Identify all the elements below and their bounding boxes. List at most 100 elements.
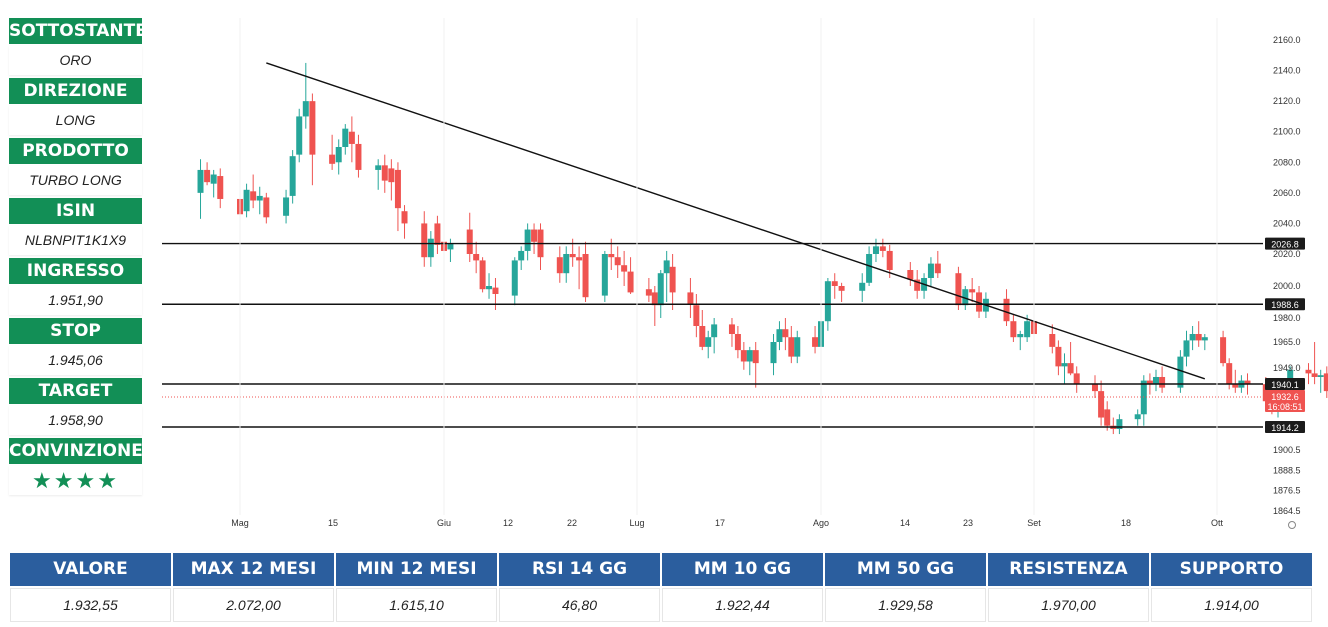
candle-body-110: [1183, 340, 1190, 357]
candle-26: [434, 215, 441, 254]
candle-12: [302, 62, 309, 129]
x-axis: Mag 15 Giu 12 22 Lug 17 Ago 14 23 Set 18 Ott: [231, 18, 1296, 529]
y-tick-label-18: 1864.5: [1273, 506, 1301, 516]
candle-body-80: [914, 279, 921, 291]
side-label-5: STOP: [9, 318, 142, 344]
candle-body-115: [1226, 363, 1233, 385]
stats-value-row: 1.932,55 2.072,00 1.615,10 46,80 1.922,44 1.9…: [10, 586, 1313, 622]
candle-5: [243, 183, 250, 218]
candle-body-87: [976, 292, 983, 312]
stats-value-6: 1.970,00: [988, 588, 1149, 622]
trendline-group: [266, 62, 1206, 380]
candle-body-127: [1323, 373, 1328, 392]
candle-77: [879, 238, 886, 258]
candle-40: [563, 246, 570, 283]
candle-body-47: [621, 265, 628, 272]
y-tick-label-15: 1900.5: [1273, 445, 1301, 455]
candle-22: [394, 162, 401, 232]
candle-86: [969, 278, 976, 302]
candle-body-36: [524, 229, 531, 251]
x-tick-label-0: Mag: [231, 518, 249, 528]
candle-80: [914, 270, 921, 299]
settings-icon: [1288, 521, 1296, 529]
candle-body-91: [1017, 334, 1024, 338]
candle-107: [1153, 369, 1159, 392]
stats-value-2: 1.615,10: [336, 588, 497, 622]
candle-47: [621, 250, 628, 286]
candle-102: [1110, 417, 1117, 435]
stats-value-7: 1.914,00: [1151, 588, 1312, 622]
candle-body-51: [657, 273, 664, 306]
y-tick-label-3: 2100.0: [1273, 127, 1301, 137]
x-tick-label-2: Giu: [437, 518, 451, 528]
candle-body-26: [434, 223, 441, 245]
level-label-bg-3: [1265, 421, 1305, 433]
stats-header-3: RSI 14 GG: [499, 553, 660, 586]
x-tick-label-3: 12: [503, 518, 513, 528]
candle-body-94: [1049, 334, 1056, 347]
candle-body-108: [1159, 376, 1166, 388]
candle-body-65: [776, 329, 783, 342]
candle-body-57: [705, 337, 712, 347]
level-label-bg-1: [1265, 298, 1305, 311]
candle-body-12: [302, 101, 309, 117]
candle-54: [687, 278, 694, 318]
candle-body-21: [388, 168, 395, 183]
candle-body-16: [342, 128, 349, 147]
candle-body-39: [556, 257, 563, 274]
candle-83: [934, 250, 941, 278]
candle-body-96: [1061, 363, 1068, 367]
candle-body-18: [355, 143, 362, 170]
candle-20: [381, 154, 388, 193]
y-tick-label-2: 2120.0: [1273, 96, 1301, 106]
side-label-1: DIREZIONE: [9, 78, 142, 104]
candle-53: [669, 254, 676, 310]
y-tick-label-5: 2060.0: [1273, 188, 1301, 198]
candle-42: [576, 246, 583, 290]
candle-body-64: [770, 342, 777, 364]
y-tick-label-1: 2140.0: [1273, 66, 1301, 76]
candle-65: [776, 321, 783, 351]
candle-body-13: [309, 101, 316, 155]
candle-body-53: [669, 266, 676, 293]
candle-body-0: [197, 169, 204, 193]
conviction-stars: ★★★★: [32, 468, 119, 493]
stats-value-5: 1.929,58: [825, 588, 986, 622]
candle-body-1: [204, 169, 211, 183]
y-tick-label-10: 1965.0: [1273, 337, 1301, 347]
candle-body-58: [711, 324, 718, 338]
candle-125: [1311, 342, 1318, 385]
candle-6: [250, 174, 257, 209]
candle-body-42: [576, 257, 583, 261]
candle-body-9: [283, 197, 290, 216]
level-label-2: 1940.1: [1271, 380, 1299, 390]
stats-header-5: MM 50 GG: [825, 553, 986, 586]
current-price-bg: [1265, 390, 1305, 412]
candle-body-37: [531, 229, 538, 242]
stats-header-4: MM 10 GG: [662, 553, 823, 586]
candle-30: [473, 241, 480, 274]
candle-body-30: [473, 254, 480, 261]
stats-header-6: RESISTENZA: [988, 553, 1149, 586]
candle-59: [728, 318, 735, 347]
candle-body-7: [256, 195, 263, 201]
candle-body-63: [752, 350, 759, 364]
candle-body-49: [645, 289, 652, 296]
candle-67: [788, 326, 795, 364]
candle-body-118: [1244, 380, 1251, 385]
candle-15: [335, 139, 342, 175]
horizontal-levels: 2026.8 1988.6 1940.1 1914.2 1932.616:08:51: [162, 237, 1305, 433]
candle-69: [812, 326, 819, 354]
candle-18: [355, 134, 362, 178]
y-tick-label-8: 2000.0: [1273, 281, 1301, 291]
candle-body-97: [1067, 363, 1074, 374]
y-tick-label-0: 2160.0: [1273, 35, 1301, 45]
candle-113: [1201, 334, 1208, 351]
level-label-bg-0: [1265, 237, 1305, 250]
candle-33: [492, 278, 499, 310]
candle-body-78: [886, 250, 893, 270]
level-label-bg-2: [1265, 378, 1305, 390]
candle-body-66: [782, 329, 789, 338]
candle-108: [1159, 366, 1166, 393]
candle-90: [1010, 314, 1017, 342]
